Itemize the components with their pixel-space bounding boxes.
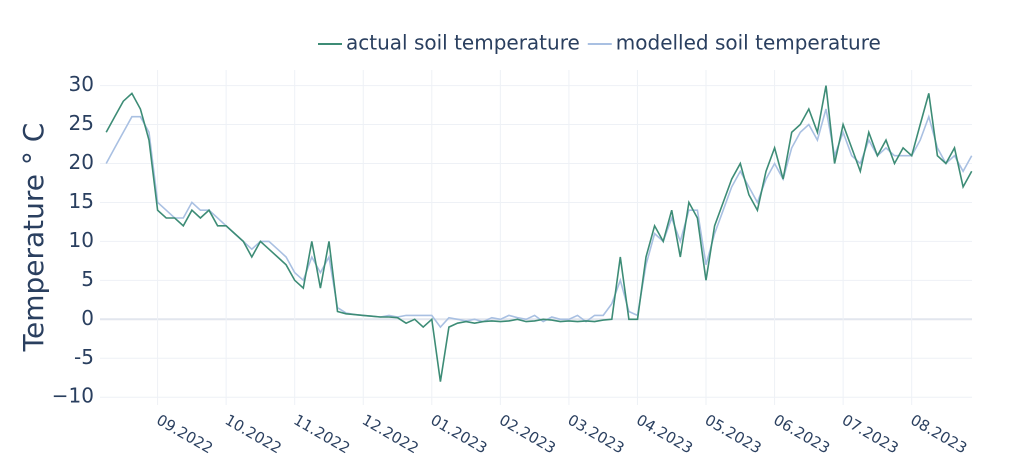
x-tick-label: 07.2023: [839, 411, 902, 458]
series-line: [105, 108, 973, 329]
x-tick-label: 05.2023: [702, 411, 765, 458]
x-tick-label: 01.2023: [428, 411, 491, 458]
y-tick-label: 10: [69, 228, 94, 252]
x-tick-label: 10.2022: [222, 411, 285, 458]
legend-label: actual soil temperature: [346, 31, 580, 55]
legend-label: modelled soil temperature: [616, 31, 881, 55]
x-tick-label: 12.2022: [359, 411, 422, 458]
y-tick-label: 20: [69, 150, 94, 174]
y-axis-title: Temperature ° C: [17, 123, 50, 353]
x-tick-label: 11.2022: [290, 411, 353, 458]
series-line: [105, 85, 973, 382]
y-tick-label: -5: [74, 345, 94, 369]
y-tick-label: −10: [52, 384, 94, 408]
y-tick-label: 15: [69, 189, 94, 213]
x-tick-label: 02.2023: [496, 411, 559, 458]
x-tick-label: 08.2023: [907, 411, 970, 458]
y-tick-label: 5: [81, 267, 94, 291]
x-tick-label: 03.2023: [565, 411, 628, 458]
x-tick-label: 06.2023: [770, 411, 833, 458]
y-tick-label: 30: [69, 72, 94, 96]
x-tick-label: 04.2023: [633, 411, 696, 458]
x-tick-label: 09.2022: [153, 411, 216, 458]
y-tick-label: 25: [69, 111, 94, 135]
y-tick-label: 0: [81, 306, 94, 330]
